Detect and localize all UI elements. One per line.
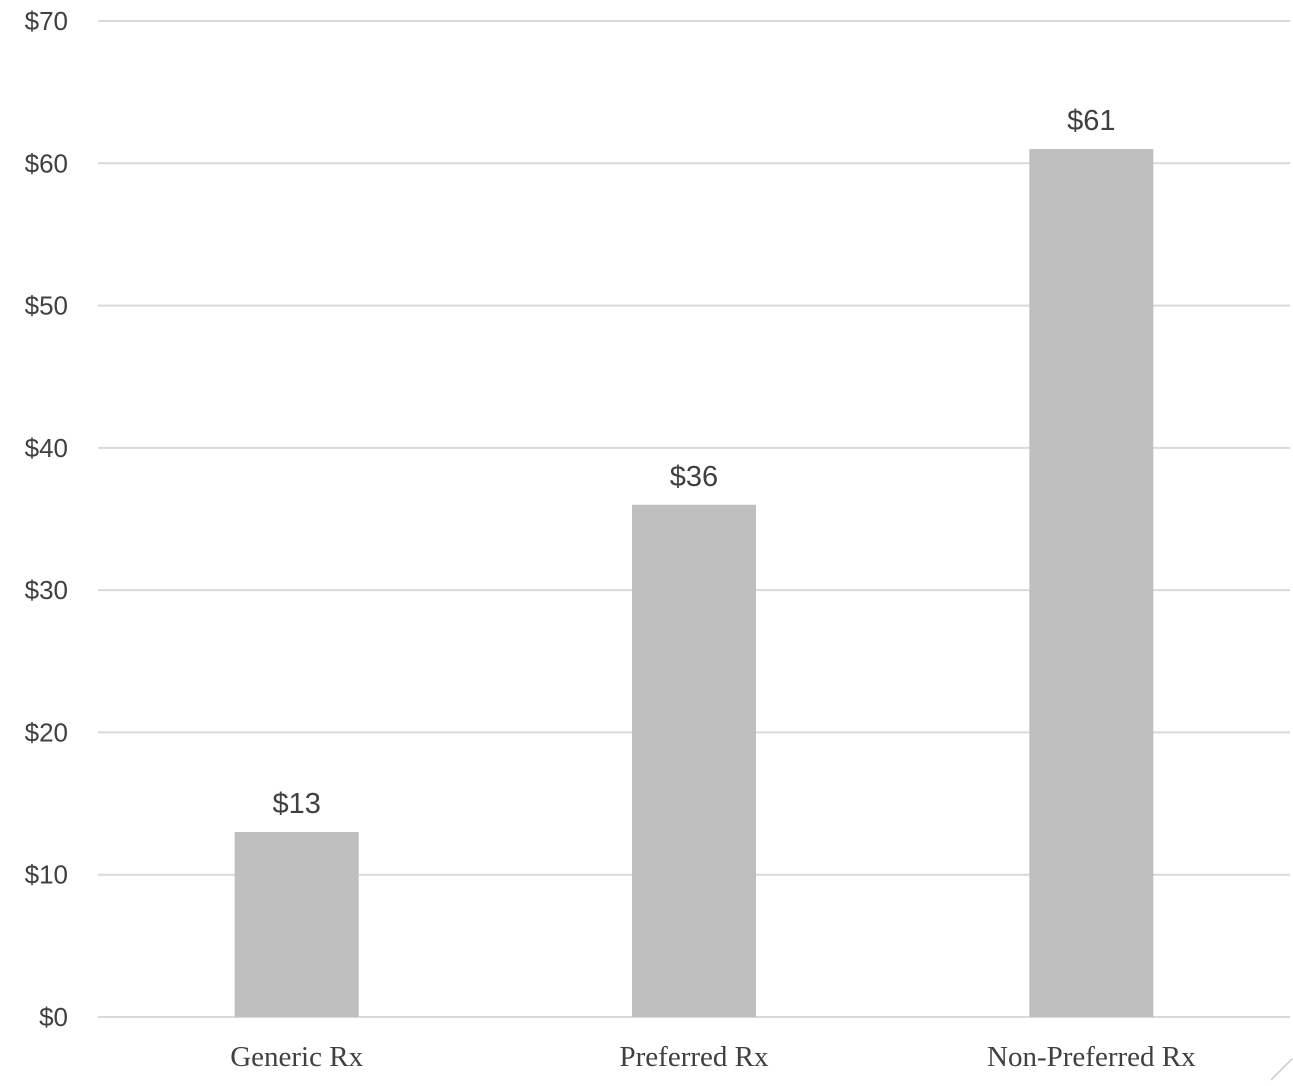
data-labels-layer: $13 $36 $61 [272,105,1115,820]
bar-generic-rx [234,832,359,1017]
bar-preferred-rx [632,504,756,1017]
y-tick-label: $70 [25,6,68,36]
x-tick-label: Preferred Rx [620,1041,769,1073]
y-tick-label: $20 [25,717,68,747]
y-tick-label: $40 [25,433,68,463]
y-tick-label: $10 [25,860,68,890]
data-label: $36 [670,461,718,493]
y-tick-label: $60 [25,148,68,178]
data-label: $61 [1067,105,1115,137]
y-axis-tick-labels: $0 $10 $20 $30 $40 $50 $60 $70 [25,6,68,1032]
y-tick-label: $0 [39,1002,68,1032]
x-axis-tick-labels: Generic Rx Preferred Rx Non-Preferred Rx [230,1041,1196,1073]
resize-corner-mark [1270,1058,1293,1081]
y-tick-label: $50 [25,291,68,321]
x-tick-label: Generic Rx [230,1041,363,1073]
bars-layer [234,149,1154,1018]
x-tick-label: Non-Preferred Rx [987,1041,1196,1073]
y-tick-label: $30 [25,575,68,605]
bar-non-preferred-rx [1029,149,1154,1018]
data-label: $13 [272,788,320,820]
